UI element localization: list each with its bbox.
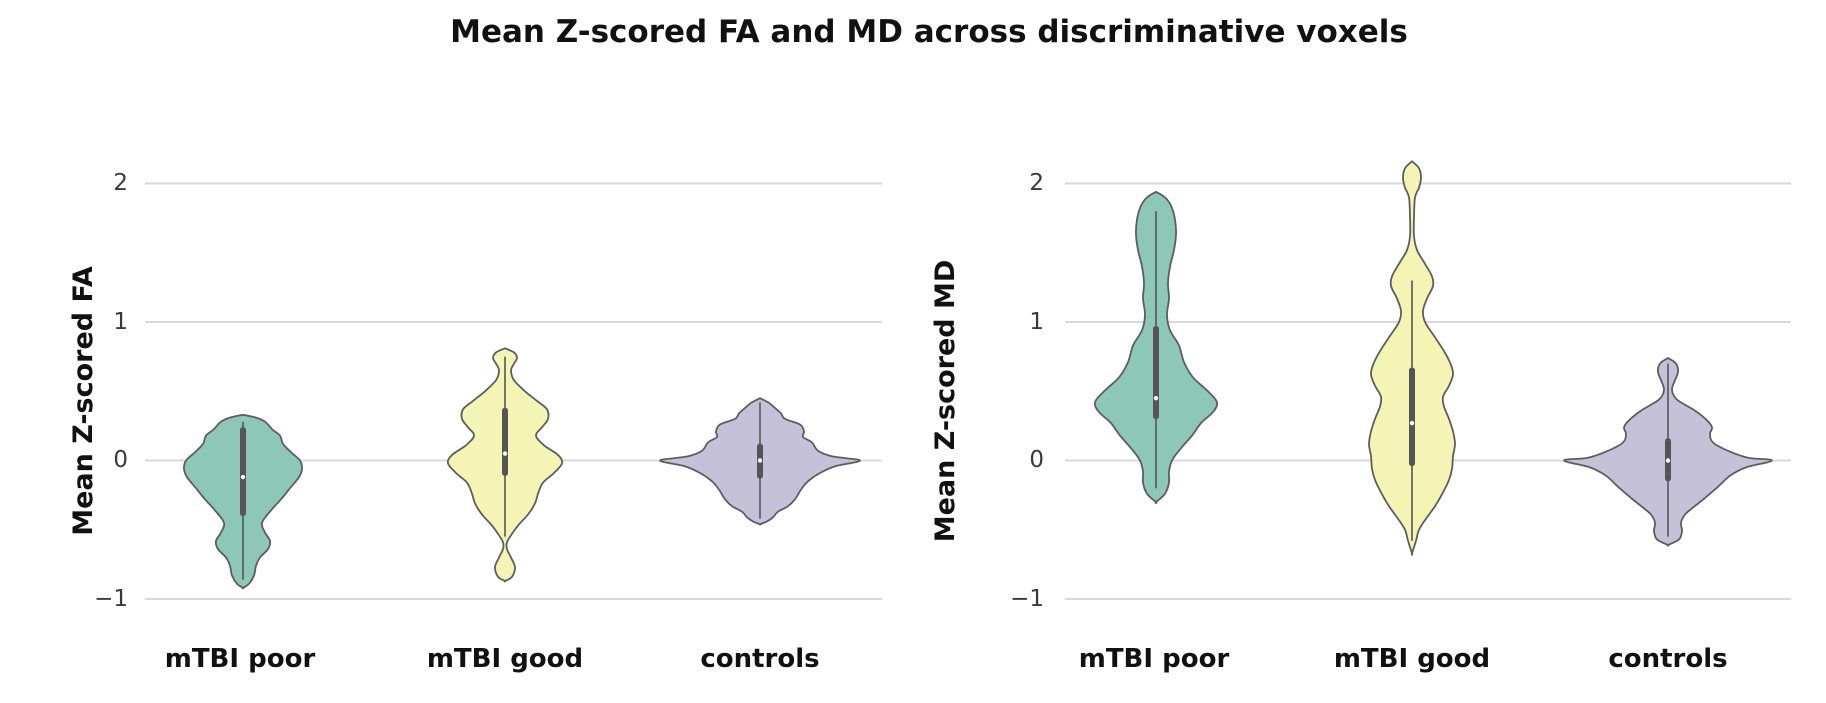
fa-ytick-1: 1 [113,309,128,335]
median-dot [1153,395,1159,401]
figure-title: Mean Z-scored FA and MD across discrimin… [450,14,1408,50]
median-dot [1409,420,1415,426]
median-dot [1665,458,1671,463]
md-cat-controls: controls [1608,644,1728,674]
median-dot [757,458,763,463]
fa-ytick-2: 2 [113,170,128,196]
md-ytick-neg1: −1 [1010,586,1044,612]
md-ytick-0: 0 [1029,447,1044,473]
fa-cat-controls: controls [700,644,820,674]
iqr-box [502,407,508,476]
fa-ytick-0: 0 [113,447,128,473]
iqr-box [240,427,246,516]
median-dot [240,474,246,480]
iqr-box [1409,367,1415,467]
md-cat-mtbi-good: mTBI good [1333,644,1491,674]
md-ytick-1: 1 [1029,309,1044,335]
median-dot [502,451,508,456]
iqr-box [1153,326,1159,419]
fa-cat-mtbi-good: mTBI good [426,644,584,674]
fa-axis-title: Mean Z-scored FA [68,266,99,536]
md-cat-mtbi-poor: mTBI poor [1078,644,1230,674]
md-ytick-2: 2 [1029,170,1044,196]
fa-cat-mtbi-poor: mTBI poor [164,644,316,674]
fa-ytick-neg1: −1 [94,586,128,612]
md-axis-title: Mean Z-scored MD [930,259,961,543]
